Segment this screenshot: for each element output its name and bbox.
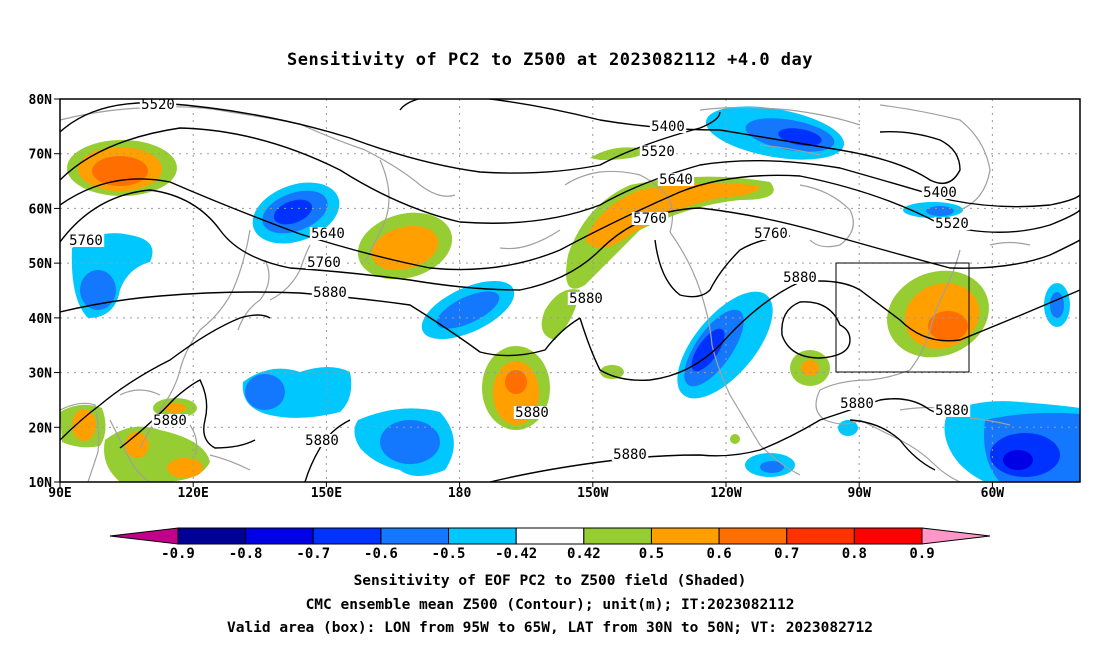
contour-label: 5880 [153,413,187,429]
lat-label: 70N [29,148,53,163]
lat-label: 60N [29,202,53,217]
colorbar-swatch [177,527,247,545]
contour-label: 5520 [141,97,175,113]
contour-label-bg [611,448,649,461]
contour-label-bg [311,286,349,299]
colorbar-swatch [583,527,652,545]
contour-label: 5640 [311,226,345,242]
contour-label-bg [781,271,819,284]
colorbar-swatch [853,527,923,545]
lat-label: 30N [29,367,53,382]
longitude-labels: 90E 120E 150E 180 150W 120W 90W 60W [48,482,1004,501]
colorbar-swatch [718,527,788,545]
contour-label-bg [631,212,669,225]
contour-label-bg [305,256,343,269]
colorbar-tick-label: -0.6 [364,546,398,562]
colorbar-tick-label: 0.8 [842,546,867,562]
sensitivity-shading [60,106,1080,482]
caption-valid-area: Valid area (box): LON from 95W to 65W, L… [226,620,873,636]
contour-label-bg [513,406,551,419]
contour-label-bg [933,404,971,417]
lat-label: 20N [29,421,53,436]
contour-label: 5520 [935,216,969,232]
coastlines [60,104,1031,482]
contour-label-bg [752,227,790,240]
contour-label: 5880 [613,447,647,463]
lon-label: 120W [710,486,741,501]
caption-contour: CMC ensemble mean Z500 (Contour); unit(m… [305,597,795,613]
colorbar-swatch [245,527,314,545]
contour-label: 5640 [659,172,693,188]
contour-label-bg [303,434,341,447]
lon-label: 90E [48,486,71,501]
colorbar-swatch [650,527,720,545]
contour-label: 5880 [840,396,874,412]
colorbar-tick-label: 0.9 [909,546,934,562]
contour-label: 5880 [935,403,969,419]
contour-label-bg [151,414,189,427]
map-title: Sensitivity of PC2 to Z500 at 2023082112… [286,50,813,70]
colorbar-swatch [448,527,517,545]
valid-area-box [835,262,970,373]
colorbar [109,527,991,545]
colorbar-swatch [380,527,450,545]
contour-label: 5760 [307,255,341,271]
contour-label-bg [139,98,177,111]
contour-label: 5880 [305,433,339,449]
contour-label-bg [67,234,105,247]
contour-label: 5760 [69,233,103,249]
lon-label: 150W [577,486,608,501]
lon-label: 180 [448,486,472,501]
colorbar-tick-label: 0.5 [639,546,664,562]
plot-frame [59,98,1081,483]
colorbar-tick-label: 0.6 [706,546,731,562]
lon-label: 120E [178,486,209,501]
lon-label: 90W [847,486,871,501]
contour-label: 5880 [313,285,347,301]
contour-label: 5880 [783,270,817,286]
colorbar-high-arrow [921,527,991,545]
contour-label: 5760 [633,211,667,227]
caption-shaded: Sensitivity of EOF PC2 to Z500 field (Sh… [353,573,747,589]
colorbar-tick-label: 0.7 [774,546,799,562]
contour-label: 5520 [641,144,675,160]
contour-label: 5760 [754,226,788,242]
contour-label: 5400 [923,185,957,201]
contour-label: 5880 [515,405,549,421]
lat-label: 10N [29,476,53,491]
lat-label: 80N [29,93,53,108]
contour-label: 5880 [569,291,603,307]
contour-label-bg [921,186,959,199]
colorbar-tick-label: 0.42 [567,546,601,562]
contour-label-bg [639,145,677,158]
lat-label: 40N [29,312,53,327]
contour-label-bg [567,292,605,305]
colorbar-swatch [786,527,855,545]
colorbar-tick-label: -0.9 [161,546,195,562]
colorbar-tick-label: -0.5 [432,546,466,562]
contour-labels: 5520 5400 5520 5640 5760 5640 5760 5880 5760 5880… [67,97,971,463]
latitude-labels: 80N 70N 60N 50N 40N 30N 20N 10N [29,93,60,491]
contour-label-bg [657,173,695,186]
colorbar-tick-label: -0.8 [229,546,263,562]
contour-label-bg [933,217,971,230]
lat-label: 50N [29,257,53,272]
lon-label: 60W [981,486,1005,501]
colorbar-tick-label: -0.7 [296,546,330,562]
grid-lines [60,99,1080,482]
colorbar-tick-labels: -0.9 -0.8 -0.7 -0.6 -0.5 -0.42 0.42 0.5 0.6 0.7 0.… [161,546,935,562]
colorbar-swatch [312,527,382,545]
colorbar-low-arrow [109,527,179,545]
colorbar-tick-label: -0.42 [495,546,537,562]
contour-label: 5400 [651,119,685,135]
colorbar-swatch [515,527,585,545]
contour-label-bg [838,397,876,410]
lon-label: 150E [311,486,342,501]
contour-label-bg [649,120,687,133]
contour-label-bg [309,227,347,240]
